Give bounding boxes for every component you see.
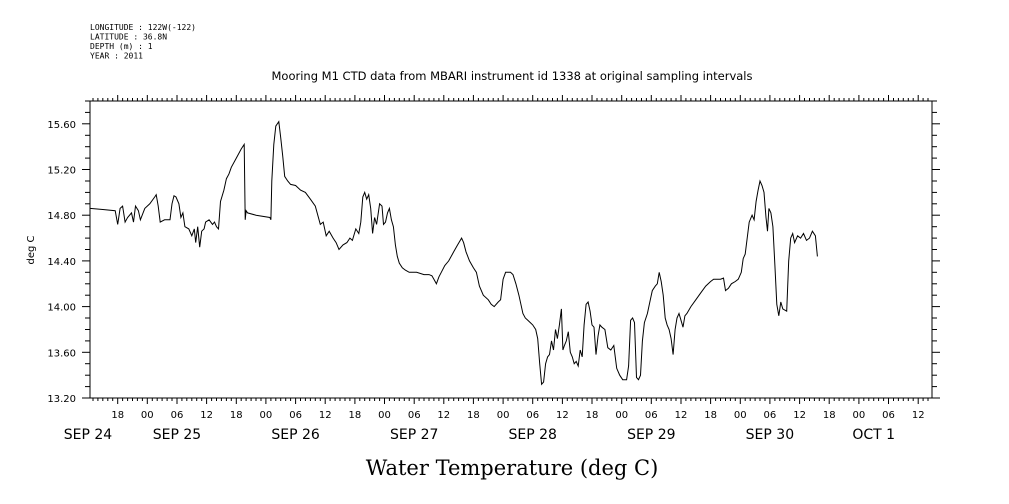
y-tick-label: 13.20 [47, 394, 76, 405]
y-tick-label: 14.00 [47, 303, 76, 314]
x-hour-label: 06 [171, 410, 184, 421]
x-hour-label: 00 [378, 410, 391, 421]
x-hour-label: 18 [230, 410, 243, 421]
meta-line: YEAR : 2011 [90, 52, 143, 61]
series-line-water-temperature [89, 120, 818, 386]
meta-line: LATITUDE : 36.8N [90, 33, 167, 42]
y-axis-label: deg C [26, 235, 37, 264]
x-hour-label: 18 [586, 410, 599, 421]
x-axis-label: Water Temperature (deg C) [366, 456, 659, 480]
x-hour-label: 12 [912, 410, 925, 421]
x-hour-label: 12 [793, 410, 806, 421]
x-axis-day-labels: SEP 24 SEP 25 SEP 26 SEP 27 SEP 28 SEP 29 SEP … [64, 427, 895, 443]
y-tick-label: 13.60 [47, 348, 76, 359]
x-day-label: SEP 27 [390, 427, 438, 443]
x-hour-label: 18 [467, 410, 480, 421]
x-hour-label: 06 [526, 410, 539, 421]
x-hour-label: 12 [319, 410, 332, 421]
x-day-label: OCT 1 [852, 427, 895, 443]
meta-line: DEPTH (m) : 1 [90, 42, 153, 51]
x-hour-label: 00 [497, 410, 510, 421]
x-hour-label: 06 [289, 410, 302, 421]
x-hour-label: 06 [408, 410, 421, 421]
x-day-label: SEP 30 [746, 427, 794, 443]
y-tick-label: 14.80 [47, 211, 76, 222]
x-hour-label: 18 [823, 410, 836, 421]
metadata-block: LONGITUDE : 122W(-122)LATITUDE : 36.8NDE… [90, 23, 196, 61]
x-hour-label: 00 [734, 410, 747, 421]
x-hour-label: 00 [260, 410, 273, 421]
x-hour-label: 06 [882, 410, 895, 421]
y-tick-label: 15.60 [47, 120, 76, 131]
x-hour-label: 00 [853, 410, 866, 421]
x-hour-label: 18 [704, 410, 717, 421]
x-day-label: SEP 29 [627, 427, 675, 443]
y-axis-labels: 13.20 13.60 14.00 14.40 14.80 15.20 15.60 [47, 120, 76, 405]
x-hour-label: 06 [645, 410, 658, 421]
x-hour-label: 00 [141, 410, 154, 421]
axis-ticks [82, 95, 940, 404]
x-axis-hour-labels: 18 00 06 12 18 00 06 12 18 00 06 12 18 00 06 12 18 00 06 12… [111, 410, 924, 421]
meta-line: LONGITUDE : 122W(-122) [90, 23, 196, 32]
x-day-label: SEP 26 [271, 427, 320, 443]
x-hour-label: 06 [764, 410, 777, 421]
x-hour-label: 12 [437, 410, 450, 421]
x-day-label: SEP 24 [64, 427, 113, 443]
chart-title: Mooring M1 CTD data from MBARI instrumen… [272, 69, 753, 83]
y-tick-label: 14.40 [47, 257, 76, 268]
x-hour-label: 18 [349, 410, 362, 421]
x-day-label: SEP 28 [508, 427, 556, 443]
x-hour-label: 00 [615, 410, 628, 421]
y-tick-label: 15.20 [47, 166, 76, 177]
x-hour-label: 18 [111, 410, 124, 421]
x-day-label: SEP 25 [153, 427, 201, 443]
x-hour-label: 12 [556, 410, 569, 421]
x-hour-label: 12 [675, 410, 688, 421]
x-hour-label: 12 [200, 410, 213, 421]
plot-frame [89, 100, 933, 399]
